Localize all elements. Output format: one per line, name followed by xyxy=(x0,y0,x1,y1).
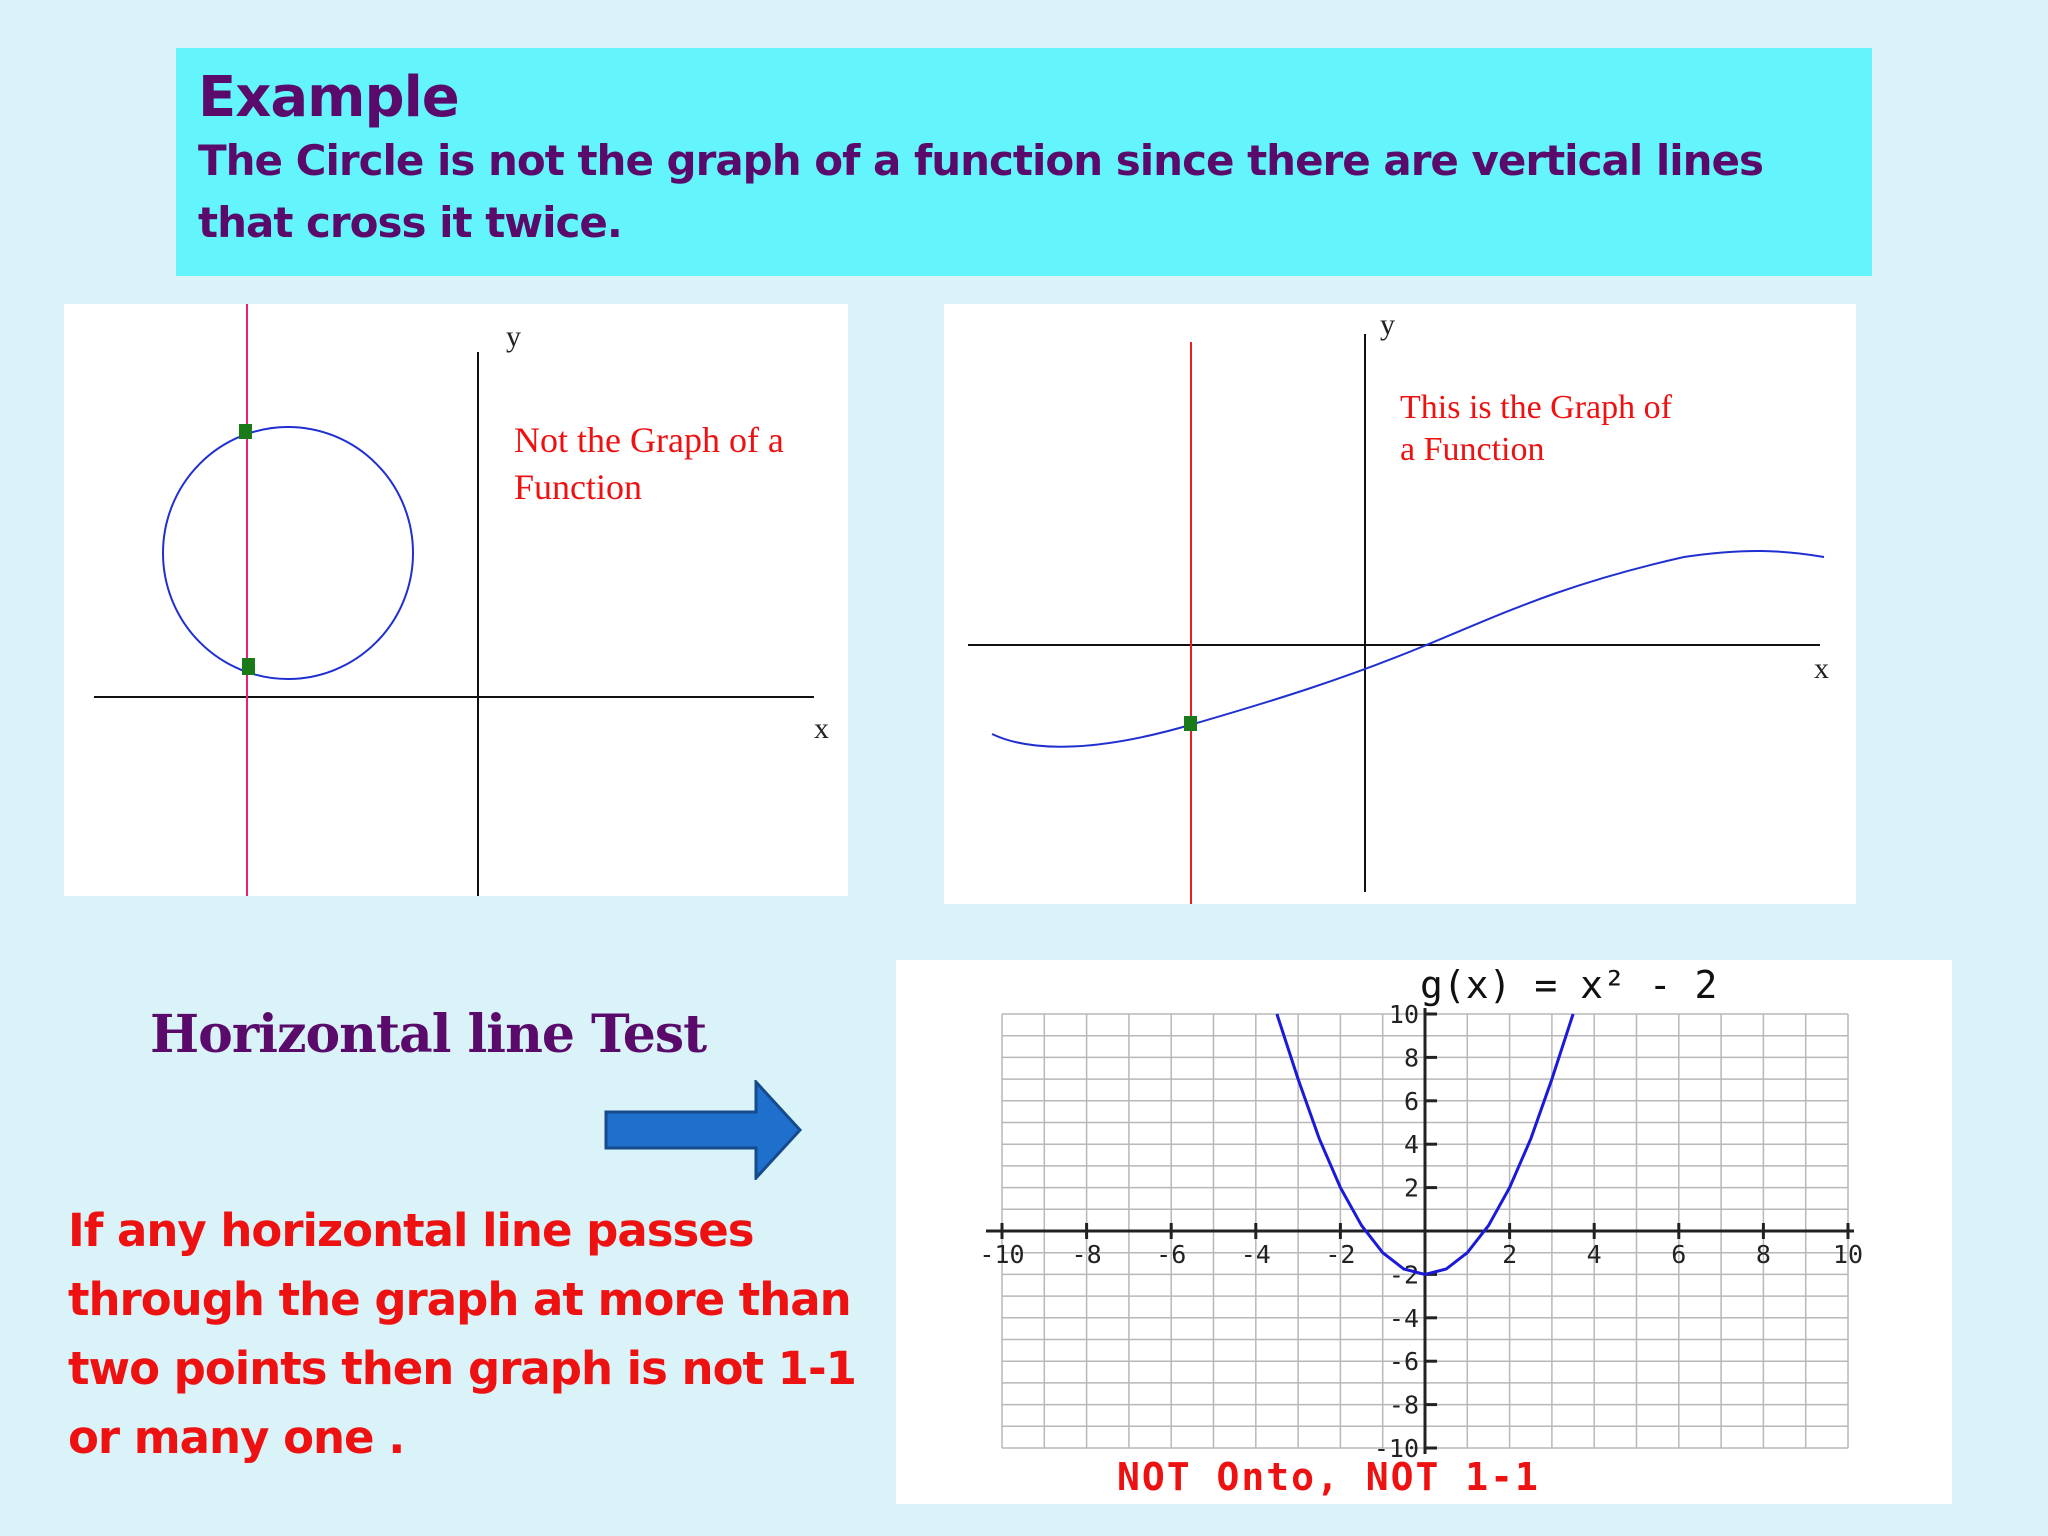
y-tick-label: 4 xyxy=(1404,1130,1419,1159)
y-tick-label: 10 xyxy=(1389,1000,1419,1029)
parabola-chart: -10 -8 -6 -4 -2 2 4 6 8 10 10 8 6 4 2 -2 -4 -6 -8 -10 g(x) … xyxy=(979,963,1863,1499)
parabola-chart-panel: -10 -8 -6 -4 -2 2 4 6 8 10 10 8 6 4 2 -2 -4 -6 -8 -10 g(x) … xyxy=(896,960,1952,1504)
arrow-right-icon xyxy=(604,1080,803,1180)
chart-title: g(x) = x² - 2 xyxy=(1420,963,1717,1007)
x-tick-label: 2 xyxy=(1502,1240,1517,1269)
function-graph-panel: y x This is the Graph of a Function xyxy=(944,304,1856,904)
y-tick-label: -8 xyxy=(1389,1391,1419,1420)
circle-graph-panel: y x Not the Graph of a Function xyxy=(64,304,848,896)
y-axis-label: y xyxy=(1380,308,1395,341)
circle-graph: y x Not the Graph of a Function xyxy=(94,304,829,896)
horizontal-line-test-rule: If any horizontal line passes through th… xyxy=(68,1204,857,1464)
intersection-point xyxy=(1184,716,1197,731)
x-tick-label: -10 xyxy=(979,1240,1024,1269)
y-tick-label: -2 xyxy=(1389,1260,1419,1289)
intersection-point-top xyxy=(239,424,252,439)
x-axis-label: x xyxy=(814,712,829,745)
y-tick-label: -6 xyxy=(1389,1347,1419,1376)
slide-title: Example xyxy=(198,65,460,130)
x-tick-label: -2 xyxy=(1325,1240,1355,1269)
x-tick-label: 4 xyxy=(1587,1240,1602,1269)
horizontal-line-test-heading: Horizontal line Test xyxy=(150,1004,707,1065)
x-tick-label: 10 xyxy=(1833,1240,1863,1269)
y-tick-label: 2 xyxy=(1404,1174,1419,1203)
x-tick-label: 6 xyxy=(1671,1240,1686,1269)
intersection-point-bottom xyxy=(242,658,255,675)
graph-caption: Not the Graph of a xyxy=(514,420,784,460)
x-axis-label: x xyxy=(1814,652,1829,685)
function-curve xyxy=(991,550,1825,748)
y-tick-label: 8 xyxy=(1404,1043,1419,1072)
title-box: Example The Circle is not the graph of a… xyxy=(176,48,1872,276)
function-graph: y x This is the Graph of a Function xyxy=(968,308,1829,904)
x-tick-label: 8 xyxy=(1756,1240,1771,1269)
y-tick-label: -10 xyxy=(1374,1434,1419,1463)
y-tick-label: 6 xyxy=(1404,1087,1419,1116)
chart-caption: NOT Onto, NOT 1-1 xyxy=(1117,1455,1540,1499)
x-tick-label: -4 xyxy=(1241,1240,1271,1269)
graph-caption: This is the Graph of xyxy=(1400,389,1673,426)
y-axis-label: y xyxy=(506,320,521,353)
circle-curve xyxy=(162,426,414,680)
graph-caption: Function xyxy=(514,467,642,507)
chart-series-line xyxy=(1275,1013,1575,1276)
y-tick-label: -4 xyxy=(1389,1304,1419,1333)
graph-caption: a Function xyxy=(1400,431,1544,468)
slide-subtitle: The Circle is not the graph of a functio… xyxy=(198,136,1764,247)
x-tick-label: -8 xyxy=(1072,1240,1102,1269)
x-tick-label: -6 xyxy=(1156,1240,1186,1269)
